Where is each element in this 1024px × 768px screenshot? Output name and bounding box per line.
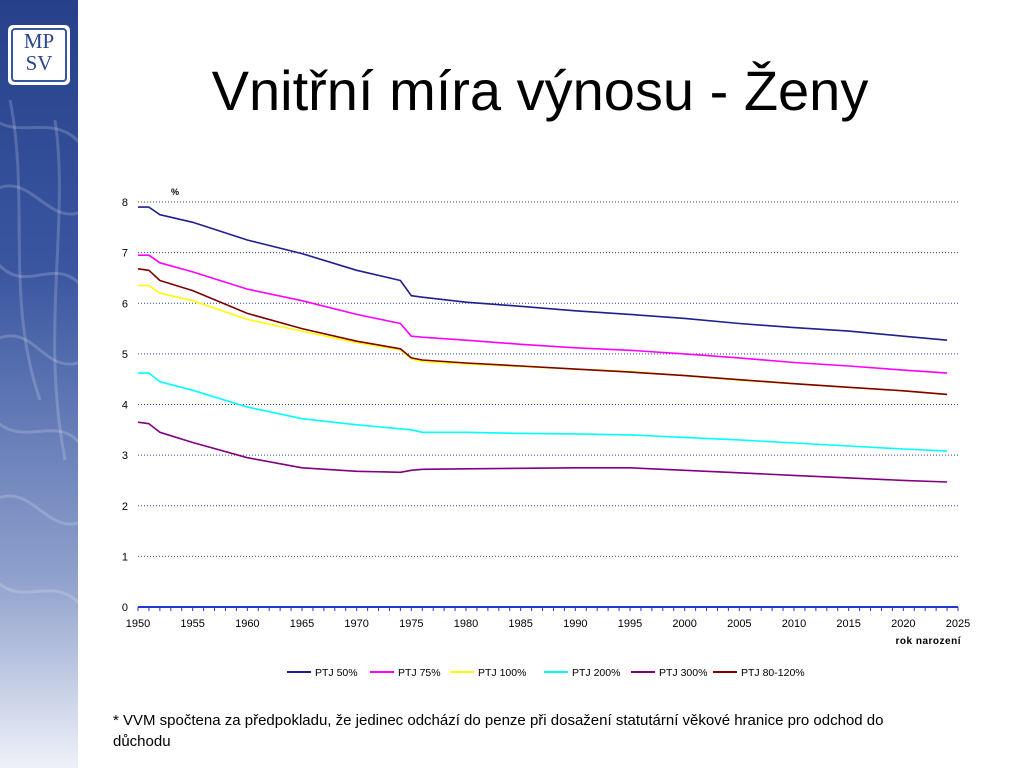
chart-container: 0 1 2 3 4 5 6 7 8 1950 1955 1960 1965 1970 1975 1980 198… [100, 180, 980, 695]
series-line-1 [138, 206, 948, 341]
x-tick-label: 2020 [891, 618, 915, 630]
y-tick-label: 7 [122, 248, 128, 260]
legend-label: PTJ 200% [572, 667, 620, 679]
side-decoration-band: MP SV [0, 0, 78, 768]
slide-title: Vnitřní míra výnosu - Ženy [211, 59, 869, 122]
legend-label: PTJ 80-120% [741, 667, 805, 679]
logo-text-bottom: SV [25, 51, 53, 75]
footnote: * VVM spočtena za předpokladu, že jedine… [113, 712, 884, 750]
x-tick-label: 1970 [344, 618, 368, 630]
x-tick-label: 2000 [672, 618, 696, 630]
legend-label: PTJ 300% [659, 667, 707, 679]
y-tick-label: 2 [122, 501, 128, 513]
series-line-3 [138, 284, 948, 396]
y-tick-label: 4 [122, 400, 128, 412]
y-tick-label: 5 [122, 349, 128, 361]
legend-label: PTJ 50% [315, 667, 358, 679]
x-tick-label: 2025 [946, 618, 970, 630]
x-axis-label: rok narození [896, 636, 962, 647]
y-axis-label: % [171, 187, 179, 197]
series-line-2 [138, 254, 948, 374]
x-tick-label: 1985 [508, 618, 532, 630]
y-tick-label: 1 [122, 551, 128, 563]
x-tick-label: 2005 [727, 618, 751, 630]
y-tick-label: 0 [122, 602, 128, 614]
line-chart: 0 1 2 3 4 5 6 7 8 1950 1955 1960 1965 1970 1975 1980 198… [122, 187, 970, 679]
chart-axes: 0 1 2 3 4 5 6 7 8 1950 1955 1960 1965 1970 1975 1980 198… [122, 187, 970, 647]
x-tick-label: 1980 [454, 618, 478, 630]
x-tick-label: 1995 [618, 618, 642, 630]
logo-text-top: MP [23, 29, 55, 53]
mpsv-logo: MP SV [8, 25, 70, 85]
legend-label: PTJ 75% [398, 667, 441, 679]
legend-label: PTJ 100% [478, 667, 526, 679]
series-line-5 [137, 421, 948, 483]
y-tick-label: 8 [122, 197, 128, 209]
x-tick-label: 1965 [290, 618, 314, 630]
logo-frame [11, 28, 67, 82]
chart-grid [138, 201, 958, 557]
x-tick-label: 1955 [180, 618, 204, 630]
chart-series [137, 206, 948, 483]
series-line-6 [137, 268, 948, 396]
x-tick-label: 2010 [782, 618, 806, 630]
chart-legend: PTJ 50% PTJ 75% PTJ 100% PTJ 200% PTJ 300% PT… [287, 667, 805, 679]
x-tick-label: 1990 [563, 618, 587, 630]
x-tick-label: 1975 [399, 618, 423, 630]
x-tick-label: 2015 [836, 618, 860, 630]
y-tick-label: 6 [122, 298, 128, 310]
series-line-4 [138, 372, 948, 452]
x-tick-label: 1950 [126, 618, 150, 630]
x-tick-label: 1960 [235, 618, 259, 630]
side-pattern [0, 99, 78, 605]
y-tick-label: 3 [122, 450, 128, 462]
